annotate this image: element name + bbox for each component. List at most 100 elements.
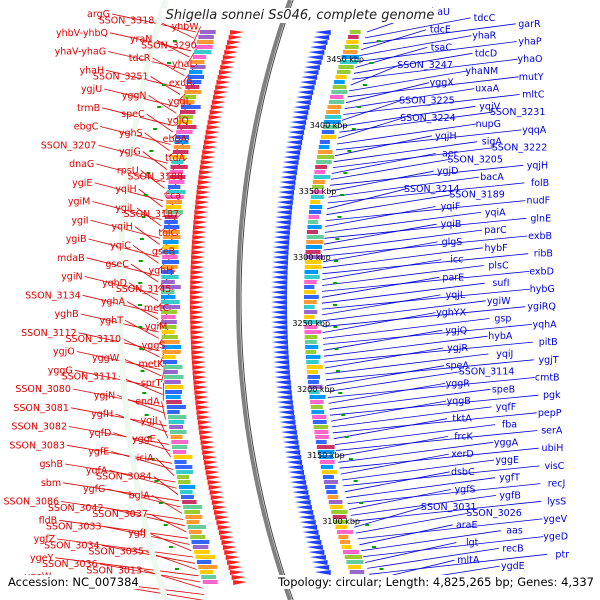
forward-gene-arrow: [193, 375, 208, 380]
feature-box: [346, 40, 359, 44]
right-gene-label: tdcC: [474, 13, 496, 24]
left-gene-label: SSON_3207: [41, 140, 97, 151]
forward-gene-arrow: [207, 480, 222, 485]
forward-gene-arrow: [190, 315, 205, 320]
reverse-gene-arrow: [282, 440, 299, 445]
feature-box: [175, 465, 193, 469]
left-gene-label: endA: [135, 397, 160, 408]
reverse-gene-arrow: [298, 85, 315, 90]
reverse-gene-arrow: [282, 160, 299, 165]
right-connector: [322, 247, 483, 269]
right-gene-label: SSON_3031: [421, 502, 477, 513]
right-connector: [335, 430, 538, 451]
right-connector: [322, 259, 442, 280]
right-connector: [344, 88, 475, 109]
forward-gene-arrow: [224, 50, 239, 55]
left-connector: [101, 544, 195, 564]
feature-box: [165, 210, 183, 214]
right-gene-label: exbB: [528, 231, 552, 242]
feature-box: [312, 185, 324, 189]
left-gene-label: SSON_3086: [4, 497, 60, 508]
forward-gene-arrow: [203, 140, 218, 145]
right-connector: [323, 329, 443, 351]
feature-box: [185, 515, 203, 519]
left-connector: [192, 26, 202, 45]
feature-box: [307, 375, 321, 379]
reverse-gene-arrow: [273, 370, 290, 375]
left-gene-label: ebgC: [74, 122, 99, 133]
feature-box: [192, 55, 207, 59]
forward-gene-arrow: [190, 335, 205, 340]
left-gene-label: yghT: [100, 315, 124, 326]
left-gene-label: yhaH: [79, 65, 104, 76]
right-connector: [325, 200, 526, 221]
right-connector: [322, 294, 441, 316]
reverse-gene-arrow: [290, 480, 307, 485]
right-connector: [324, 212, 481, 233]
right-connector: [326, 365, 445, 387]
right-connector: [344, 471, 450, 493]
reverse-gene-arrow: [301, 525, 318, 530]
tick-mark: [139, 238, 144, 240]
right-connector: [330, 159, 450, 180]
left-gene-label: tdcR: [129, 53, 151, 64]
reverse-gene-arrow: [285, 455, 302, 460]
feature-box: [181, 105, 201, 109]
tick-mark: [139, 348, 144, 350]
forward-gene-arrow: [196, 410, 211, 415]
right-gene-label: ygdE: [501, 561, 525, 572]
tick-mark: [369, 62, 374, 64]
feature-box: [305, 345, 319, 349]
forward-gene-arrow: [198, 175, 213, 180]
feature-box: [307, 230, 318, 234]
map-title: Shigella sonnei Ss046, complete genome: [0, 8, 600, 23]
reverse-gene-arrow: [274, 375, 291, 380]
tick-mark: [348, 458, 353, 460]
right-connector: [347, 483, 541, 504]
right-connector: [367, 548, 499, 569]
feature-box: [305, 355, 321, 359]
feature-box: [348, 565, 362, 569]
right-gene-label: yqjV: [479, 101, 500, 112]
forward-gene-arrow: [190, 285, 205, 290]
right-connector: [329, 388, 491, 410]
right-gene-label: mltC: [522, 90, 545, 101]
tick-mark: [141, 216, 146, 218]
right-gene-label: yqgB: [447, 396, 471, 407]
reverse-gene-arrow: [271, 265, 288, 270]
right-gene-label: nudF: [527, 196, 551, 207]
right-connector: [334, 424, 496, 445]
reverse-gene-arrow: [302, 530, 319, 535]
reverse-gene-arrow: [306, 545, 323, 550]
forward-gene-arrow: [191, 360, 206, 365]
right-gene-label: yggR: [446, 378, 471, 389]
feature-box: [319, 140, 330, 144]
right-connector: [335, 129, 522, 151]
right-gene-label: recJ: [548, 479, 566, 490]
right-connector: [324, 341, 533, 363]
right-connector: [321, 276, 440, 298]
right-connector: [338, 441, 494, 463]
feature-box: [322, 475, 334, 479]
feature-box: [178, 480, 191, 484]
right-gene-label: dsbC: [451, 467, 475, 478]
forward-gene-arrow: [202, 450, 217, 455]
left-gene-label: rpsU: [117, 165, 139, 176]
feature-box: [190, 535, 206, 539]
tick-mark: [142, 392, 147, 394]
feature-box: [161, 295, 176, 299]
feature-box: [315, 435, 329, 439]
left-gene-label: SSON_3082: [11, 422, 67, 433]
right-gene-label: aas: [506, 526, 523, 537]
feature-box: [310, 405, 323, 409]
tick-mark: [149, 150, 154, 152]
feature-box: [166, 405, 186, 409]
kbp-tick-label: 3450 kbp: [326, 55, 364, 64]
left-connector: [59, 519, 189, 539]
feature-box: [326, 110, 340, 114]
feature-box: [334, 520, 348, 524]
feature-box: [162, 345, 182, 349]
reverse-gene-arrow: [288, 470, 305, 475]
right-connector: [333, 141, 478, 163]
left-gene-label: yhaL: [172, 59, 195, 70]
